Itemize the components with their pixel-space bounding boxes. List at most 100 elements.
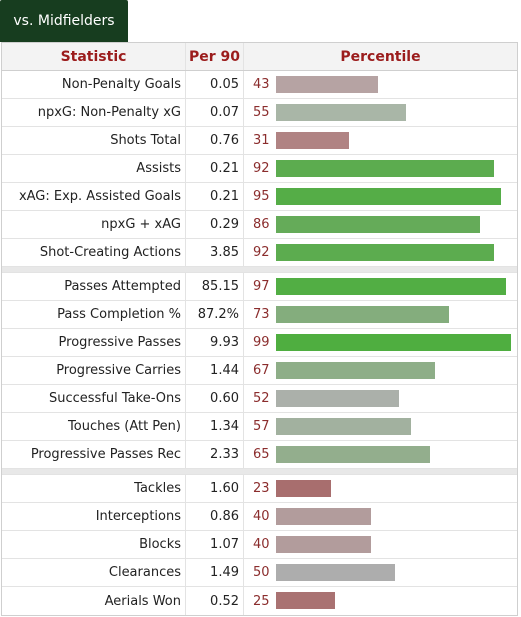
percentile-bar bbox=[276, 76, 378, 93]
stat-name: xAG: Exp. Assisted Goals bbox=[2, 183, 186, 210]
per90-value: 2.33 bbox=[186, 441, 244, 468]
group-separator bbox=[2, 267, 517, 273]
percentile-cell: 43 bbox=[244, 71, 517, 98]
table-row: Progressive Passes Rec 2.33 65 bbox=[2, 441, 517, 469]
table-row: npxG + xAG 0.29 86 bbox=[2, 211, 517, 239]
per90-value: 1.07 bbox=[186, 531, 244, 558]
column-header-statistic[interactable]: Statistic bbox=[2, 43, 186, 70]
percentile-bar-track bbox=[276, 244, 513, 261]
per90-value: 0.07 bbox=[186, 99, 244, 126]
percentile-value: 25 bbox=[253, 593, 270, 609]
percentile-bar-track bbox=[276, 334, 513, 351]
percentile-cell: 55 bbox=[244, 99, 517, 126]
percentile-bar-track bbox=[276, 188, 513, 205]
percentile-bar bbox=[276, 592, 336, 609]
stat-name: Shot-Creating Actions bbox=[2, 239, 186, 266]
stat-name: npxG + xAG bbox=[2, 211, 186, 238]
percentile-cell: 67 bbox=[244, 357, 517, 384]
stat-name: Tackles bbox=[2, 475, 186, 502]
percentile-cell: 40 bbox=[244, 531, 517, 558]
percentile-cell: 86 bbox=[244, 211, 517, 238]
percentile-value: 65 bbox=[253, 447, 270, 462]
per90-value: 0.60 bbox=[186, 385, 244, 412]
per90-value: 0.52 bbox=[186, 587, 244, 615]
percentile-cell: 23 bbox=[244, 475, 517, 502]
per90-value: 1.44 bbox=[186, 357, 244, 384]
percentile-value: 99 bbox=[253, 335, 270, 350]
percentile-value: 52 bbox=[253, 391, 270, 406]
percentile-bar-track bbox=[276, 132, 513, 149]
tab-vs-midfielders[interactable]: vs. Midfielders bbox=[0, 0, 128, 42]
percentile-bar-track bbox=[276, 104, 513, 121]
percentile-cell: 95 bbox=[244, 183, 517, 210]
stat-name: npxG: Non-Penalty xG bbox=[2, 99, 186, 126]
percentile-cell: 50 bbox=[244, 559, 517, 586]
percentile-cell: 31 bbox=[244, 127, 517, 154]
per90-value: 0.21 bbox=[186, 183, 244, 210]
per90-value: 1.34 bbox=[186, 413, 244, 440]
percentile-bar bbox=[276, 480, 331, 497]
stat-name: Progressive Passes Rec bbox=[2, 441, 186, 468]
percentile-cell: 57 bbox=[244, 413, 517, 440]
percentile-bar bbox=[276, 278, 506, 295]
table-row: Shots Total 0.76 31 bbox=[2, 127, 517, 155]
percentile-bar bbox=[276, 160, 495, 177]
per90-value: 85.15 bbox=[186, 273, 244, 300]
per90-value: 0.29 bbox=[186, 211, 244, 238]
percentile-bar bbox=[276, 334, 511, 351]
percentile-bar-track bbox=[276, 160, 513, 177]
percentile-cell: 40 bbox=[244, 503, 517, 530]
table-row: Pass Completion % 87.2% 73 bbox=[2, 301, 517, 329]
percentile-bar-track bbox=[276, 536, 513, 553]
percentile-bar-track bbox=[276, 564, 513, 581]
stats-table: Statistic Per 90 Percentile Non-Penalty … bbox=[1, 42, 518, 616]
stat-name: Non-Penalty Goals bbox=[2, 71, 186, 98]
table-row: xAG: Exp. Assisted Goals 0.21 95 bbox=[2, 183, 517, 211]
table-row: Touches (Att Pen) 1.34 57 bbox=[2, 413, 517, 441]
percentile-bar bbox=[276, 216, 480, 233]
stat-name: Aerials Won bbox=[2, 587, 186, 615]
per90-value: 9.93 bbox=[186, 329, 244, 356]
table-row: Aerials Won 0.52 25 bbox=[2, 587, 517, 615]
stat-name: Progressive Carries bbox=[2, 357, 186, 384]
percentile-bar-track bbox=[276, 278, 513, 295]
per90-value: 0.76 bbox=[186, 127, 244, 154]
percentile-value: 40 bbox=[253, 509, 270, 524]
percentile-bar bbox=[276, 188, 502, 205]
percentile-bar bbox=[276, 536, 371, 553]
percentile-value: 97 bbox=[253, 279, 270, 294]
percentile-value: 95 bbox=[253, 189, 270, 204]
per90-value: 1.60 bbox=[186, 475, 244, 502]
percentile-bar-track bbox=[276, 480, 513, 497]
percentile-value: 50 bbox=[253, 565, 270, 580]
percentile-value: 55 bbox=[253, 105, 270, 120]
column-header-per90[interactable]: Per 90 bbox=[186, 43, 244, 70]
percentile-value: 40 bbox=[253, 537, 270, 552]
stat-name: Passes Attempted bbox=[2, 273, 186, 300]
percentile-bar-track bbox=[276, 216, 513, 233]
per90-value: 87.2% bbox=[186, 301, 244, 328]
table-row: Assists 0.21 92 bbox=[2, 155, 517, 183]
percentile-value: 31 bbox=[253, 133, 270, 148]
percentile-bar bbox=[276, 390, 400, 407]
column-header-percentile[interactable]: Percentile bbox=[340, 48, 421, 65]
percentile-bar-track bbox=[276, 76, 513, 93]
percentile-cell: 65 bbox=[244, 441, 517, 468]
table-row: Successful Take-Ons 0.60 52 bbox=[2, 385, 517, 413]
percentile-bar bbox=[276, 508, 371, 525]
percentile-cell: 73 bbox=[244, 301, 517, 328]
table-row: Progressive Passes 9.93 99 bbox=[2, 329, 517, 357]
table-row: Passes Attempted 85.15 97 bbox=[2, 273, 517, 301]
per90-value: 0.05 bbox=[186, 71, 244, 98]
percentile-bar-track bbox=[276, 390, 513, 407]
table-row: Tackles 1.60 23 bbox=[2, 475, 517, 503]
table-row: npxG: Non-Penalty xG 0.07 55 bbox=[2, 99, 517, 127]
table-row: Progressive Carries 1.44 67 bbox=[2, 357, 517, 385]
percentile-value: 92 bbox=[253, 245, 270, 260]
table-row: Interceptions 0.86 40 bbox=[2, 503, 517, 531]
percentile-bar-track bbox=[276, 446, 513, 463]
percentile-bar-track bbox=[276, 418, 513, 435]
percentile-bar bbox=[276, 306, 449, 323]
stat-name: Touches (Att Pen) bbox=[2, 413, 186, 440]
percentile-value: 73 bbox=[253, 307, 270, 322]
